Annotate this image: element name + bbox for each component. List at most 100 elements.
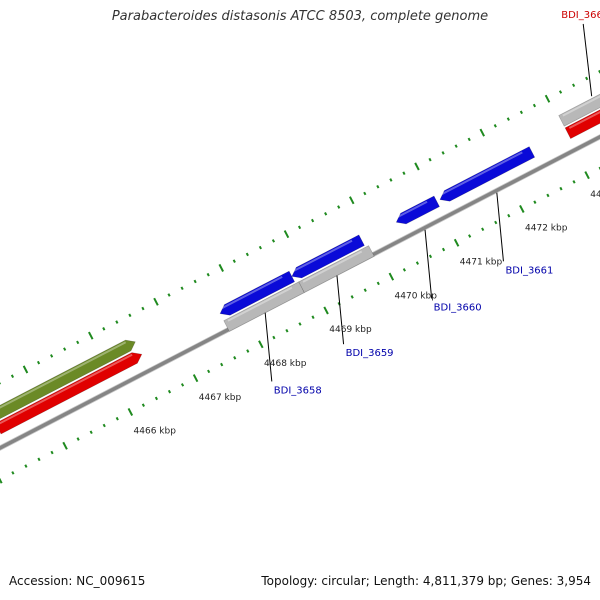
feature-f-blue-3659[interactable] [291,234,365,279]
minor-tick [481,227,485,232]
minor-tick [376,184,380,189]
minor-tick [76,340,80,345]
feature-f-olive[interactable] [0,339,136,421]
feature-track [0,81,600,435]
minor-tick [454,144,458,148]
feature-highlight [568,110,600,129]
minor-tick [298,322,302,326]
minor-tick [24,464,28,468]
label-leader-line [496,192,504,262]
major-tick [153,297,159,306]
minor-tick [311,218,315,223]
minor-tick [167,389,172,394]
genome-summary-text: Topology: circular; Length: 4,811,379 bp… [261,574,591,588]
minor-tick [572,83,576,88]
feature-highlight [227,286,293,322]
label-leader-line [582,23,593,97]
major-tick [519,204,525,213]
outer-tick-track [0,69,600,385]
major-tick [192,374,199,383]
minor-tick [193,279,197,284]
minor-tick [441,247,446,252]
minor-tick [493,124,497,128]
minor-tick [50,450,54,455]
minor-tick [585,76,589,81]
major-tick [0,477,3,484]
major-tick [584,171,590,180]
feature-highlight [302,250,363,283]
major-tick [414,162,420,171]
major-tick [283,230,290,239]
gene-label-layer: BDI_3658 BDI_3659 BDI_3660 BDI_3661 BDI_3662… [264,10,600,396]
gene-label-bdi_3660[interactable]: BDI_3660 [434,303,482,314]
feature-highlight [562,95,600,117]
feature-highlight [0,341,127,409]
feature-highlight [440,151,523,196]
minor-tick [128,313,132,318]
ruler-label: 4468 kbp [264,359,307,369]
major-tick [127,407,134,416]
minor-tick [428,157,432,162]
feature-f-blue-3660[interactable] [395,195,440,225]
feature-highlight [397,200,428,218]
minor-tick [76,437,80,441]
minor-tick [10,374,15,379]
minor-tick [402,171,406,176]
minor-tick [220,362,224,367]
minor-tick [89,430,93,435]
major-tick [544,94,551,103]
minor-tick [63,347,67,351]
feature-f-gray-3662[interactable] [558,81,600,127]
minor-tick [468,234,472,238]
gene-label-bdi_3662[interactable]: BDI_3662 [561,10,600,21]
minor-tick [272,335,276,340]
minor-tick [376,281,380,286]
minor-tick [285,328,289,333]
minor-tick [559,186,563,191]
feature-f-gray-3659[interactable] [298,245,375,293]
feature-highlight [221,276,283,310]
minor-tick [415,261,420,265]
gene-label-bdi_3658[interactable]: BDI_3658 [274,385,322,396]
feature-f-blue-3661[interactable] [439,146,536,202]
feature-f-red-left[interactable] [0,352,143,435]
feature-f-red-3662[interactable] [564,95,600,140]
minor-tick [232,259,236,263]
minor-tick [233,356,237,360]
minor-tick [167,293,171,297]
gene-label-bdi_3659[interactable]: BDI_3659 [346,348,394,359]
feature-f-blue-3658[interactable] [219,270,296,316]
minor-tick [11,471,15,475]
minor-tick [532,103,537,108]
minor-tick [246,349,250,353]
ruler-label-layer: 4466 kbp 4467 kbp 4468 kbp 4469 kbp 4470 kbp… [134,190,600,437]
minor-tick [36,360,41,365]
minor-tick [402,268,406,272]
minor-tick [297,225,302,230]
gene-label-bdi_3661[interactable]: BDI_3661 [505,265,553,276]
minor-tick [271,239,276,243]
minor-tick [350,295,354,299]
ruler-label: 4470 kbp [395,291,438,301]
ruler-label: 4471 kbp [460,258,503,268]
minor-tick [467,137,471,142]
minor-tick [37,457,41,462]
genome-backbone [0,134,600,451]
ruler-label: 4473 kbp [590,190,600,200]
backbone-shadow [0,134,600,451]
minor-tick [558,90,563,94]
major-tick [323,306,329,315]
minor-tick [363,191,367,196]
label-leader-line [424,229,433,299]
minor-tick [115,320,119,324]
major-tick [62,441,68,450]
minor-tick [245,252,249,257]
minor-tick [115,416,119,421]
minor-tick [258,245,262,250]
major-tick [258,340,264,349]
minor-tick [102,327,106,331]
major-tick [349,196,355,205]
minor-tick [324,212,328,216]
minor-tick [154,396,159,401]
